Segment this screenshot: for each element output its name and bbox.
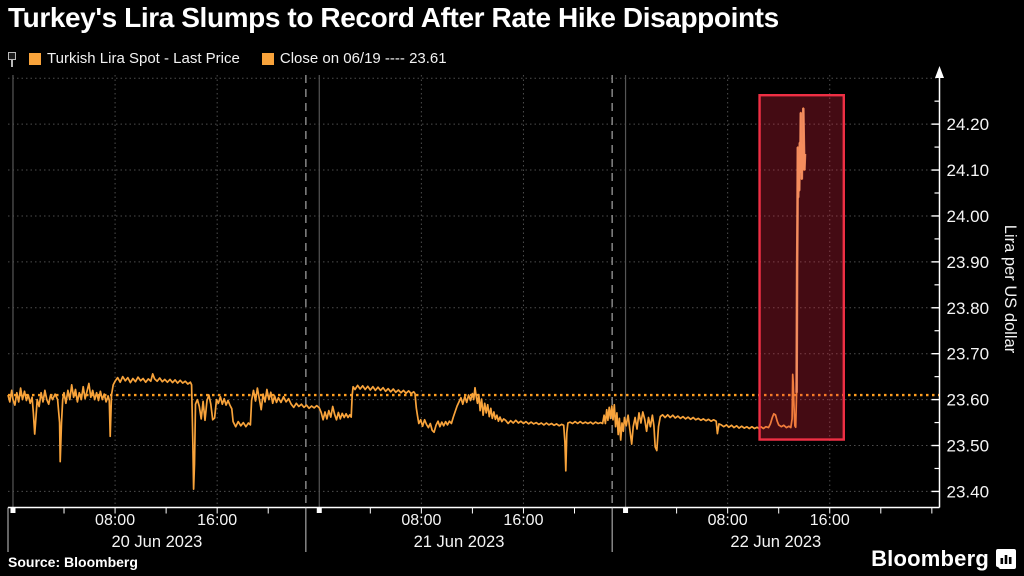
price-line-path [7,107,806,490]
x-time-label: 16:00 [810,512,850,529]
vertical-gridlines [114,75,831,508]
x-time-label: 16:00 [503,512,543,529]
bloomberg-bug-icon [996,549,1016,569]
x-time-label: 16:00 [197,512,237,529]
y-tick-label: 24.10 [947,161,990,180]
legend-item-close[interactable]: Close on 06/19 ---- 23.61 [261,50,447,67]
bloomberg-wordmark: Bloomberg [871,546,989,571]
x-date-label: 21 Jun 2023 [414,533,505,551]
price-line-spike-overlay [795,108,807,393]
y-axis-title: Lira per US dollar [1001,225,1019,354]
pin-head [8,51,16,60]
spot-series-label: Turkish Lira Spot - Last Price [47,50,240,67]
y-tick-label: 23.80 [947,299,990,318]
day-separator-lines [12,75,627,508]
close-line-label: Close on 06/19 ---- 23.61 [279,50,447,67]
x-tick-labels: 08:00 16:00 08:00 16:00 08:00 16:00 20 Jun 202… [95,512,850,551]
price-line [7,107,807,490]
pin-stem [11,59,13,67]
y-tick-label: 24.00 [947,207,990,226]
x-date-label: 22 Jun 2023 [730,533,821,551]
x-time-label: 08:00 [95,512,135,529]
y-tick-label: 23.40 [947,482,990,501]
x-midnight-tick [623,508,629,513]
spot-series-swatch-icon [29,52,41,65]
y-tick-label: 23.60 [947,391,990,410]
legend: Turkish Lira Spot - Last Price Close on … [8,50,447,67]
legend-item-spot[interactable]: Turkish Lira Spot - Last Price [29,50,240,67]
bloomberg-logo: Bloomberg [871,546,1016,572]
x-axis [7,506,940,552]
chart-title: Turkey's Lira Slumps to Record After Rat… [8,2,779,33]
x-midnight-tick [316,508,322,513]
y-axis [931,66,944,508]
y-tick-label: 23.50 [947,437,990,456]
x-midnight-tick [10,508,16,513]
x-date-label: 20 Jun 2023 [112,533,203,551]
close-line-swatch-icon [261,52,274,65]
y-tick-label: 23.90 [947,253,990,272]
pin-icon[interactable] [8,51,17,67]
y-tick-labels: 23.40 23.50 23.60 23.70 23.80 23.90 24.00 24.10… [947,115,990,501]
x-time-label: 08:00 [401,512,441,529]
x-time-label: 08:00 [708,512,748,529]
y-tick-label: 23.70 [947,345,990,364]
y-tick-label: 24.20 [947,115,990,134]
y-axis-arrow-icon [935,66,944,78]
source-label: Source: Bloomberg [8,554,138,570]
highlight-box [758,94,845,441]
